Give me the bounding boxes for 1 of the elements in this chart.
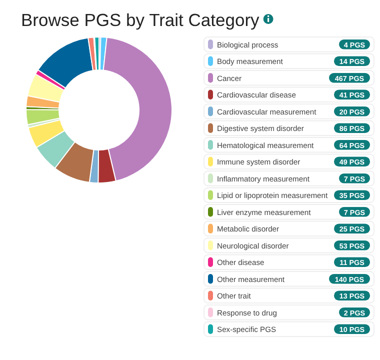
chart-title: Browse PGS by Trait Category [21, 10, 260, 30]
